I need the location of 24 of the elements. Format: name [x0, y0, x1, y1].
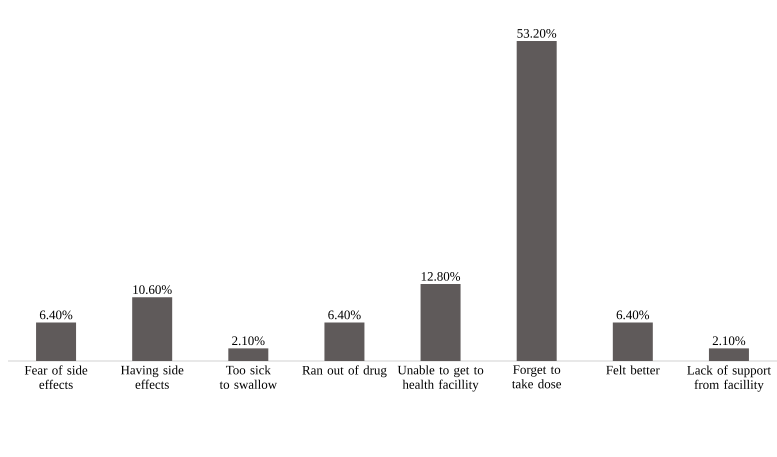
bar: [420, 284, 461, 361]
data-label: 6.40%: [328, 310, 361, 320]
x-tick-label: Felt better: [606, 365, 660, 374]
data-label: 53.20%: [517, 28, 556, 38]
bar: [324, 322, 364, 361]
x-tick-label: Ran out of drug: [302, 365, 387, 378]
bar: [516, 40, 557, 361]
x-tick-label: Fear of side effects: [24, 365, 88, 390]
x-tick-label: Unable to get to health facillity: [398, 365, 484, 392]
bar: [612, 322, 653, 361]
data-label: 2.10%: [712, 336, 746, 346]
x-tick-label: Too sick to swallow: [220, 365, 278, 389]
x-tick-label: Lack of support from facillity: [687, 365, 771, 392]
data-label: 12.80%: [422, 272, 460, 281]
x-tick-label: Forget to take dose: [512, 365, 562, 388]
x-tick-label: Having side effects: [120, 365, 184, 389]
data-label: 2.10%: [232, 336, 265, 346]
bar: [708, 348, 749, 361]
bar: [228, 348, 268, 361]
bar: [36, 322, 76, 361]
bar: [132, 297, 172, 361]
data-label: 6.40%: [616, 310, 650, 320]
data-label: 6.40%: [40, 310, 72, 320]
data-label: 10.60%: [133, 285, 172, 294]
